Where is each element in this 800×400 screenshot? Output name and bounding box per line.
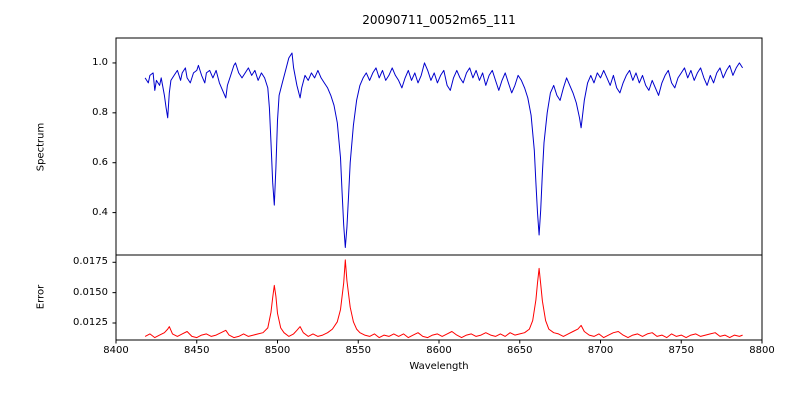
spectrum-y-axis-label: Spectrum	[35, 122, 47, 172]
x-tick-label: 8700	[587, 345, 614, 356]
error-y-tick-label: 0.0175	[73, 256, 108, 268]
spectrum-y-tick-label: 0.6	[92, 156, 108, 168]
x-tick-label: 8400	[103, 345, 129, 356]
x-tick-label: 8600	[426, 345, 452, 356]
error-axes-frame	[115, 254, 763, 341]
spectrum-y-tick-label: 1.0	[92, 56, 108, 68]
spectrum-y-tick-label: 0.4	[92, 206, 108, 218]
x-tick-label: 8800	[749, 345, 775, 356]
error-y-tick-label: 0.0125	[73, 317, 108, 328]
x-tick-label: 8550	[345, 345, 371, 356]
spectrum-line	[144, 52, 744, 248]
x-tick-label: 8650	[507, 345, 533, 356]
x-axis-label: Wavelength	[409, 361, 469, 372]
x-tick-label: 8750	[668, 345, 694, 356]
chart-title: 20090711_0052m65_111	[362, 13, 516, 27]
error-line	[144, 259, 743, 339]
error-y-tick-label: 0.0150	[73, 286, 108, 298]
spectrum-axes-frame	[115, 37, 763, 256]
error-y-axis-label: Error	[35, 284, 47, 310]
x-tick-label: 8450	[184, 345, 210, 356]
spectrum-y-tick-label: 0.8	[92, 106, 108, 118]
x-tick-label: 8500	[264, 345, 291, 356]
